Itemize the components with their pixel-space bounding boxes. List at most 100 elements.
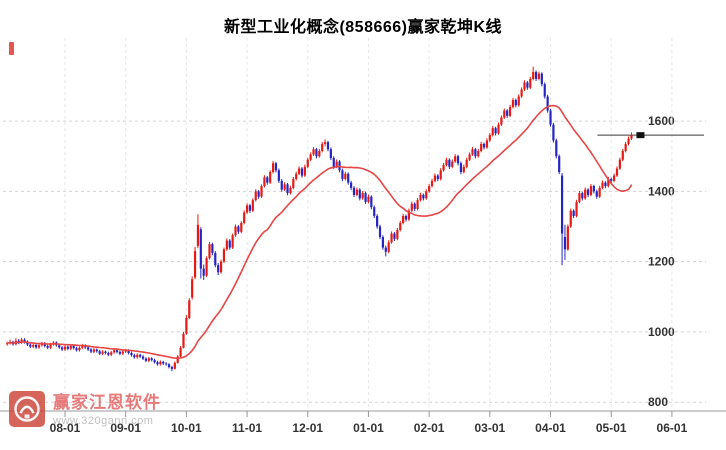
candle-body xyxy=(69,345,72,349)
candle-body xyxy=(243,212,246,223)
candle-body xyxy=(592,186,595,192)
candle-body xyxy=(523,82,526,90)
candle-body xyxy=(508,107,512,116)
candle-body xyxy=(627,138,630,144)
candle-body xyxy=(271,163,275,173)
candle-body xyxy=(89,349,93,352)
candle-body xyxy=(430,180,434,187)
candle-body xyxy=(176,356,179,363)
candle-body xyxy=(147,358,150,361)
candle-body xyxy=(101,351,104,354)
candle-body xyxy=(621,150,624,160)
candle-body xyxy=(188,300,191,318)
candle-body xyxy=(477,150,480,157)
candle-body xyxy=(520,89,523,97)
candle-body xyxy=(306,159,309,167)
candle-body xyxy=(416,200,419,209)
candle-body xyxy=(292,179,295,188)
candle-body xyxy=(537,73,541,79)
candle-body xyxy=(141,356,145,359)
candle-body xyxy=(491,128,494,136)
candle-body xyxy=(335,161,338,167)
y-axis-label: 1400 xyxy=(648,184,675,198)
candle-body xyxy=(454,156,457,162)
candle-body xyxy=(422,194,425,199)
candle-body xyxy=(474,149,477,157)
candle-body xyxy=(552,124,555,141)
candle-body xyxy=(352,187,356,195)
candle-body xyxy=(121,351,124,354)
candle-body xyxy=(124,350,127,352)
candle-body xyxy=(419,194,422,201)
candle-body xyxy=(494,128,497,134)
candle-body xyxy=(315,149,318,157)
candle-body xyxy=(572,210,575,216)
x-axis-label: 06-01 xyxy=(657,421,688,435)
candle-body xyxy=(234,226,237,236)
candle-body xyxy=(361,193,364,199)
x-axis-label: 10-01 xyxy=(171,421,202,435)
candle-body xyxy=(312,149,315,155)
candle-body xyxy=(150,358,153,361)
candle-body xyxy=(451,161,454,167)
candle-body xyxy=(607,179,610,187)
candle-body xyxy=(370,196,373,208)
candle-body xyxy=(295,173,298,180)
candle-body xyxy=(584,189,587,199)
candle-body xyxy=(23,339,26,343)
candle-body xyxy=(428,186,431,192)
candle-body xyxy=(202,268,205,276)
candle-body xyxy=(436,175,439,180)
candle-body xyxy=(399,223,402,231)
candle-body xyxy=(219,261,223,273)
candle-body xyxy=(566,226,569,250)
candle-body xyxy=(205,258,208,276)
candle-body xyxy=(425,191,428,199)
candle-body xyxy=(231,235,234,248)
candle-body xyxy=(251,200,254,211)
candle-body xyxy=(485,140,489,148)
candle-body xyxy=(274,163,278,171)
candle-body xyxy=(196,224,200,246)
candle-body xyxy=(162,361,165,364)
candle-body xyxy=(159,361,162,365)
candle-body xyxy=(72,345,75,349)
candle-body xyxy=(555,140,558,157)
candle-body xyxy=(127,350,130,354)
candle-body xyxy=(613,175,616,181)
candle-body xyxy=(214,252,217,266)
candle-body xyxy=(407,210,411,220)
candle-body xyxy=(136,354,139,358)
candle-body xyxy=(277,170,280,181)
x-axis-label: 02-01 xyxy=(414,421,445,435)
candle-body xyxy=(61,347,64,350)
candle-body xyxy=(575,201,578,216)
candle-body xyxy=(329,149,332,158)
candle-body xyxy=(228,240,231,248)
candle-body xyxy=(526,82,529,88)
candle-body xyxy=(133,355,136,358)
candle-body xyxy=(581,193,584,199)
candle-body xyxy=(240,223,243,232)
candle-body xyxy=(113,350,116,353)
candle-body xyxy=(529,78,532,88)
candle-body xyxy=(390,233,393,243)
candle-body xyxy=(543,84,546,97)
candle-body xyxy=(500,117,503,125)
candle-body xyxy=(208,244,211,259)
candle-body xyxy=(618,159,621,169)
candle-body xyxy=(81,345,84,348)
candle-body xyxy=(193,251,197,278)
x-axis-label: 04-01 xyxy=(535,421,566,435)
candle-body xyxy=(341,170,344,180)
candle-body xyxy=(92,349,95,352)
candle-body xyxy=(66,346,69,349)
candle-body xyxy=(465,159,468,167)
candle-body xyxy=(384,247,387,252)
candle-body xyxy=(471,149,474,155)
candle-body xyxy=(586,189,590,195)
candle-body xyxy=(237,226,240,232)
candle-body xyxy=(376,215,379,227)
